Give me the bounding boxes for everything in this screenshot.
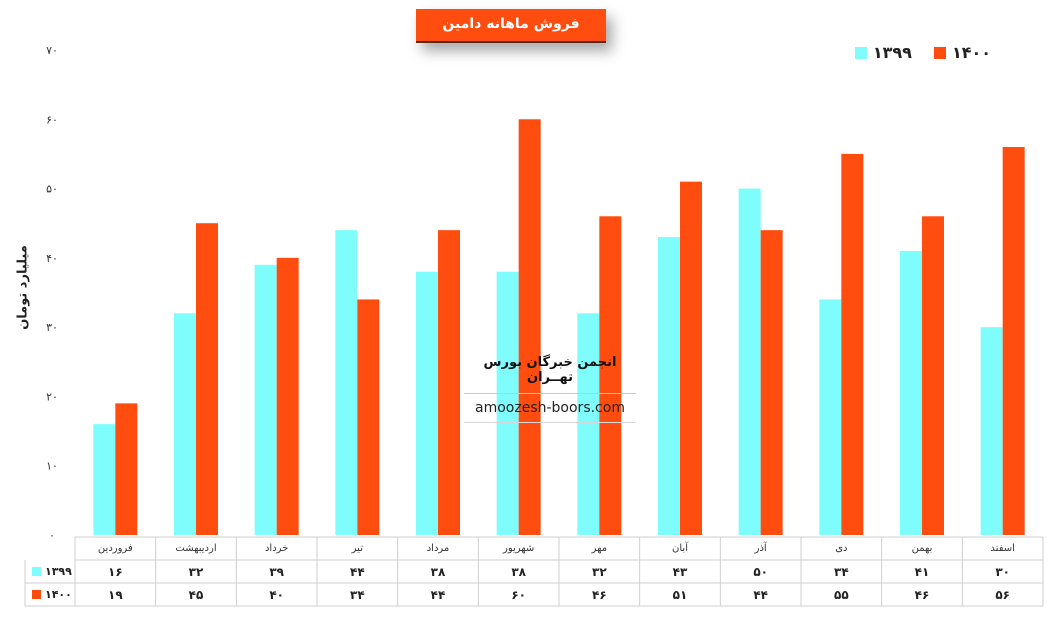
chart-title: فروش ماهانه دامین	[416, 9, 606, 43]
data-label: ۱۹	[108, 588, 123, 602]
x-tick-label: بهمن	[912, 543, 933, 554]
legend-item-1400: ۱۴۰۰	[933, 43, 991, 62]
x-tick-label: اردیبهشت	[175, 543, 216, 554]
data-label: ۴۵	[189, 588, 204, 602]
bar-1400	[518, 119, 541, 536]
watermark-url: amoozesh-boors.com	[475, 400, 625, 416]
data-label: ۴۴	[431, 588, 446, 602]
data-label: ۶۰	[511, 588, 526, 602]
bar-1399	[174, 313, 196, 535]
table-legend-swatch	[32, 590, 41, 599]
bar-1399	[980, 327, 1003, 535]
x-tick-label: تیر	[351, 543, 364, 554]
legend: ۱۳۹۹ ۱۴۰۰	[854, 43, 991, 62]
bar-1399	[900, 250, 922, 535]
data-label: ۵۶	[995, 588, 1010, 602]
data-label: ۵۵	[834, 588, 849, 602]
y-tick-label: ۷۰	[46, 44, 58, 57]
data-label: ۵۱	[673, 588, 688, 602]
table-series-name: ۱۴۰۰	[45, 588, 72, 601]
legend-label-1400: ۱۴۰۰	[951, 43, 991, 62]
bar-1400	[1002, 147, 1025, 535]
watermark-divider-bottom	[464, 422, 636, 423]
x-tick-label: فروردین	[98, 543, 133, 554]
bar-1399	[819, 299, 842, 535]
data-label: ۳۸	[511, 565, 526, 579]
data-label: ۴۶	[592, 588, 607, 602]
bar-1400	[196, 223, 218, 535]
bar-1399	[416, 271, 438, 535]
watermark-title: انجمن خبرگان بورس تهــران	[483, 355, 617, 385]
x-tick-label: آبان	[672, 541, 689, 554]
data-label: ۴۴	[753, 588, 768, 602]
legend-swatch-1399	[854, 46, 867, 59]
data-label: ۳۹	[269, 565, 284, 579]
bar-1399	[738, 188, 761, 536]
data-label: ۴۰	[269, 588, 284, 602]
data-label: ۱۶	[108, 565, 123, 579]
bar-1400	[760, 230, 783, 535]
data-label: ۴۳	[673, 565, 688, 579]
bar-1400	[922, 216, 944, 536]
bar-1399	[254, 264, 277, 535]
data-label: ۳۲	[592, 565, 607, 579]
y-tick-label: ۱۰	[46, 460, 58, 473]
bar-1400	[276, 257, 299, 535]
data-label: ۳۴	[834, 565, 849, 579]
data-label: ۳۰	[995, 565, 1010, 579]
bar-1400	[841, 153, 864, 535]
y-tick-label: ۰	[49, 529, 55, 542]
data-label: ۳۲	[189, 565, 204, 579]
bar-1399	[93, 424, 116, 535]
data-label: ۴۶	[915, 588, 930, 602]
legend-label-1399: ۱۳۹۹	[872, 43, 912, 62]
y-tick-label: ۶۰	[46, 113, 58, 126]
data-label: ۴۱	[915, 565, 930, 579]
y-tick-label: ۲۰	[46, 390, 58, 403]
x-tick-label: دی	[835, 543, 847, 554]
table-legend-swatch	[32, 567, 41, 576]
x-tick-label: مرداد	[427, 543, 450, 554]
bar-1399	[577, 313, 600, 535]
bar-1400	[599, 216, 622, 536]
data-label: ۳۴	[350, 588, 365, 602]
x-tick-label: مهر	[591, 543, 607, 554]
bar-1399	[335, 230, 358, 535]
watermark-divider	[464, 393, 636, 394]
data-label: ۴۴	[350, 565, 365, 579]
watermark: انجمن خبرگان بورس تهــران amoozesh-boors…	[464, 355, 636, 423]
bar-1400	[680, 181, 702, 535]
bar-1399	[658, 237, 680, 536]
legend-swatch-1400	[933, 46, 946, 59]
data-label: ۳۸	[431, 565, 446, 579]
table-series-name: ۱۳۹۹	[45, 565, 72, 578]
legend-item-1399: ۱۳۹۹	[854, 43, 912, 62]
x-tick-label: شهریور	[502, 543, 534, 554]
bar-1399	[496, 271, 519, 535]
bar-1400	[438, 230, 460, 535]
x-tick-label: خرداد	[265, 543, 288, 554]
x-tick-label: آذر	[754, 541, 768, 554]
x-tick-label: اسفند	[990, 543, 1014, 554]
bar-1400	[357, 299, 380, 535]
y-tick-label: ۵۰	[46, 183, 58, 196]
bar-1400	[115, 403, 138, 535]
data-label: ۵۰	[753, 565, 768, 579]
y-tick-label: ۴۰	[46, 252, 58, 265]
y-tick-label: ۳۰	[46, 321, 58, 334]
